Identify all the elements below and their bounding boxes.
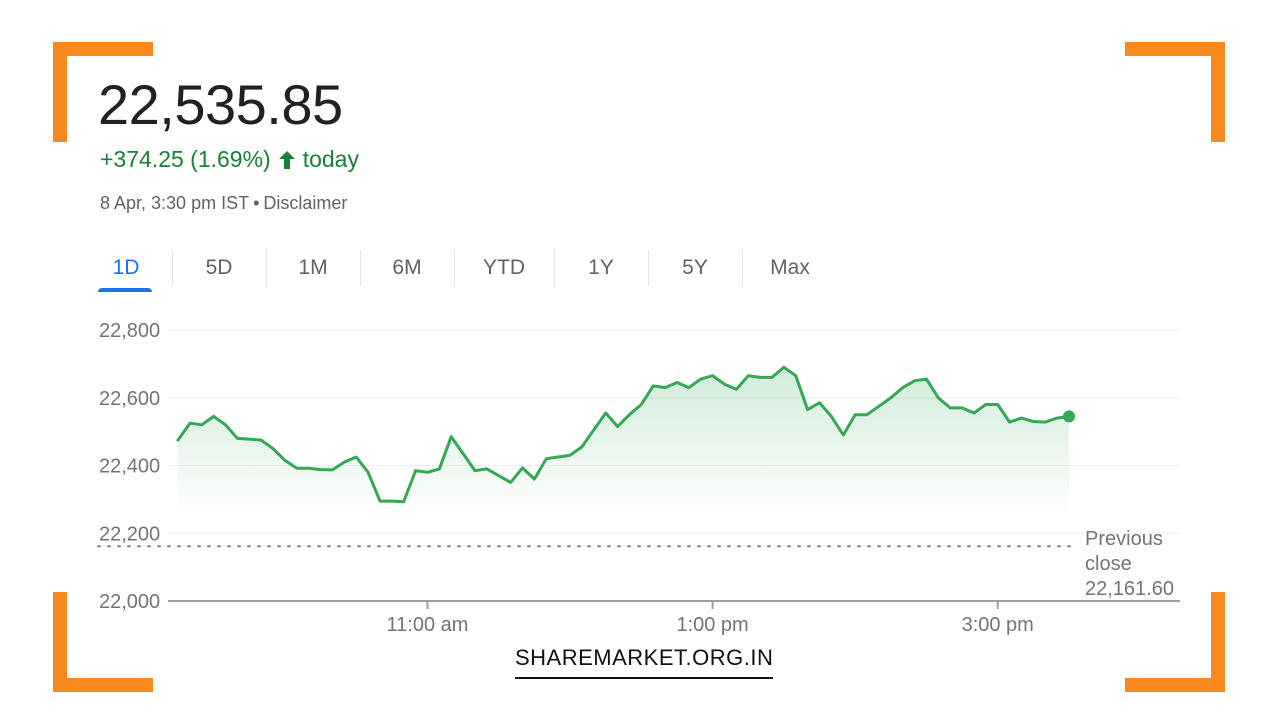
tab-label: YTD — [483, 256, 525, 279]
tab-label: 1M — [298, 256, 328, 279]
previous-close-label-line2: close — [1085, 553, 1132, 575]
tab-label: 6M — [392, 256, 422, 279]
tab-label: 5D — [205, 256, 233, 279]
current-price: 22,535.85 — [98, 73, 343, 136]
x-tick-label: 1:00 pm — [676, 614, 748, 636]
tab-5d[interactable]: 5D — [172, 248, 266, 288]
y-tick-label: 22,800 — [99, 320, 160, 342]
x-tick-label: 3:00 pm — [962, 614, 1034, 636]
tab-1m[interactable]: 1M — [266, 248, 360, 288]
tab-5y[interactable]: 5Y — [648, 248, 742, 288]
y-tick-label: 22,400 — [99, 456, 160, 478]
change-value: +374.25 (1.69%) — [100, 146, 271, 172]
x-tick-label: 11:00 am — [387, 614, 469, 636]
tab-label: Max — [770, 256, 810, 279]
x-axis-ticks: 11:00 am 1:00 pm 3:00 pm — [387, 601, 1034, 636]
previous-close-label-line1: Previous — [1085, 528, 1163, 550]
meta-separator: • — [253, 193, 260, 213]
series-area — [178, 367, 1069, 517]
quote-timestamp: 8 Apr, 3:30 pm IST — [100, 193, 250, 213]
tab-ytd[interactable]: YTD — [454, 248, 554, 288]
frame-corner-top-right — [1125, 42, 1225, 142]
last-price-point — [1063, 410, 1075, 423]
frame-corner-bottom-left — [53, 592, 153, 692]
y-axis-ticks: 22,800 22,600 22,400 22,200 22,000 — [99, 320, 160, 613]
tab-label: 5Y — [682, 256, 708, 279]
y-tick-label: 22,600 — [99, 388, 160, 410]
frame-corner-bottom-right — [1125, 592, 1225, 692]
tab-label: 1Y — [588, 256, 614, 279]
change-suffix: today — [302, 146, 359, 172]
frame-corner-top-left — [53, 42, 153, 142]
arrow-up-icon — [278, 150, 295, 169]
series-line — [176, 365, 1071, 504]
y-tick-label: 22,200 — [99, 523, 160, 545]
brand-watermark: SHAREMARKET.ORG.IN — [515, 645, 774, 679]
tab-1d[interactable]: 1D — [80, 248, 172, 292]
y-tick-label: 22,000 — [99, 591, 160, 613]
disclaimer-link[interactable]: Disclaimer — [263, 193, 348, 213]
tab-label: 1D — [112, 256, 140, 279]
tab-6m[interactable]: 6M — [360, 248, 454, 288]
range-tabs: 1D 5D 1M 6M YTD 1Y 5Y Max — [80, 248, 838, 294]
tab-1y[interactable]: 1Y — [554, 248, 648, 288]
price-change: +374.25 (1.69%) today — [100, 146, 359, 173]
tab-max[interactable]: Max — [742, 248, 838, 288]
previous-close-value: 22,161.60 — [1085, 578, 1174, 600]
quote-meta: 8 Apr, 3:30 pm IST • Disclaimer — [100, 193, 347, 214]
